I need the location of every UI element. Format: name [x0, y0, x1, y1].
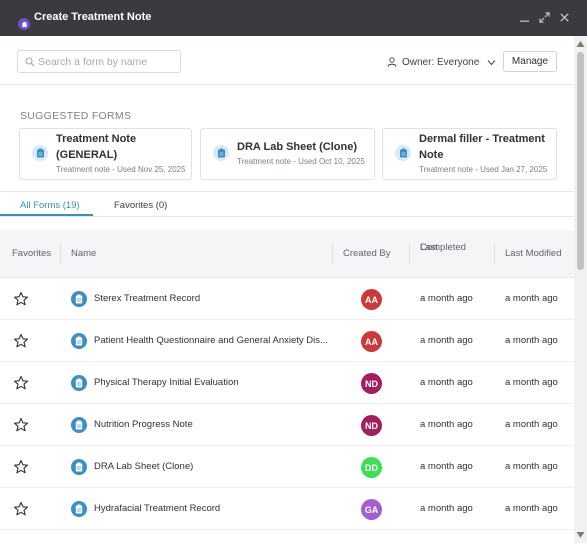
last-modified: a month ago [505, 503, 558, 514]
scroll-down-arrow-icon[interactable] [576, 531, 585, 539]
creator-avatar: AA [361, 331, 382, 352]
suggested-form-title: Dermal filler - Treatment [419, 133, 545, 145]
column-divider [409, 244, 410, 264]
favorite-star-icon[interactable] [13, 459, 29, 475]
search-icon [25, 57, 35, 67]
window-titlebar: Create Treatment Note [0, 0, 587, 36]
creator-avatar: GA [361, 499, 382, 520]
scrollbar-thumb[interactable] [577, 52, 584, 270]
column-divider [494, 244, 495, 264]
suggested-form-card[interactable]: Dermal filler - Treatment Note Treatment… [382, 128, 557, 180]
column-header-last-modified[interactable]: Last Modified [505, 248, 562, 259]
suggested-form-title-line2: (GENERAL) [56, 149, 118, 161]
table-row[interactable]: Nutrition Progress Note ND a month ago a… [0, 404, 574, 446]
creator-avatar: ND [361, 415, 382, 436]
suggested-form-title: DRA Lab Sheet (Clone) [237, 141, 357, 153]
column-header-name[interactable]: Name [71, 248, 97, 259]
window-title: Create Treatment Note [34, 11, 152, 23]
scroll-up-arrow-icon[interactable] [576, 40, 585, 48]
active-tab-indicator [0, 214, 93, 216]
maximize-icon[interactable] [537, 10, 551, 24]
last-completed: a month ago [420, 503, 473, 514]
suggested-form-subtitle: Treatment note - Used Nov 25, 2025 [56, 165, 186, 174]
form-doc-icon [32, 145, 48, 161]
suggested-form-title: Treatment Note [56, 133, 137, 145]
owner-filter-label: Owner: Everyone [402, 56, 480, 68]
form-name-link[interactable]: Nutrition Progress Note [94, 419, 193, 430]
form-doc-icon [395, 145, 411, 161]
form-name-link[interactable]: Patient Health Questionnaire and General… [94, 335, 328, 346]
dialog-content: Owner: Everyone Manage SUGGESTED FORMS T… [0, 36, 574, 543]
tab-all-forms[interactable]: All Forms (19) [20, 200, 80, 211]
owner-filter[interactable]: Owner: Everyone [387, 55, 496, 69]
form-doc-icon [71, 291, 87, 307]
search-box [17, 50, 181, 73]
table-row[interactable]: Physical Therapy Initial Evaluation ND a… [0, 362, 574, 404]
column-header-created-by[interactable]: Created By [343, 248, 391, 259]
form-name-link[interactable]: Hydrafacial Treatment Record [94, 503, 221, 514]
suggested-form-card[interactable]: Treatment Note (GENERAL) Treatment note … [19, 128, 192, 180]
last-completed: a month ago [420, 293, 473, 304]
manage-button[interactable]: Manage [503, 51, 557, 72]
form-doc-icon [71, 501, 87, 517]
form-doc-icon [213, 145, 229, 161]
suggested-form-subtitle: Treatment note - Used Jan 27, 2025 [419, 165, 548, 174]
table-row[interactable]: Patient Health Questionnaire and General… [0, 320, 574, 362]
table-row[interactable]: Hydrafacial Treatment Record GA a month … [0, 488, 574, 530]
last-completed: a month ago [420, 377, 473, 388]
column-header-last-completed-line2: Completed [420, 242, 466, 253]
tabs-divider [0, 216, 574, 217]
column-header-favorites[interactable]: Favorites [12, 248, 52, 259]
suggested-forms-heading: SUGGESTED FORMS [20, 110, 132, 122]
creator-avatar: ND [361, 373, 382, 394]
suggested-form-subtitle: Treatment note - Used Oct 10, 2025 [237, 157, 365, 166]
favorite-star-icon[interactable] [13, 333, 29, 349]
column-header-last-completed-line1: Last [420, 242, 438, 253]
creator-avatar: DD [361, 457, 382, 478]
table-header: Favorites Name Created By Last Completed… [0, 230, 574, 278]
form-doc-icon [71, 417, 87, 433]
app-icon [18, 18, 30, 30]
creator-avatar: AA [361, 289, 382, 310]
form-name-link[interactable]: Sterex Treatment Record [94, 293, 201, 304]
suggested-form-title-line2: Note [419, 149, 444, 161]
last-modified: a month ago [505, 293, 558, 304]
last-modified: a month ago [505, 461, 558, 472]
favorite-star-icon[interactable] [13, 375, 29, 391]
form-name-link[interactable]: DRA Lab Sheet (Clone) [94, 461, 194, 472]
column-divider [60, 244, 61, 264]
close-icon[interactable] [557, 10, 571, 24]
suggested-form-card[interactable]: DRA Lab Sheet (Clone) Treatment note - U… [200, 128, 375, 180]
last-modified: a month ago [505, 419, 558, 430]
favorite-star-icon[interactable] [13, 291, 29, 307]
suggested-forms-section: SUGGESTED FORMS Treatment Note (GENERAL)… [0, 84, 574, 192]
search-input[interactable] [38, 53, 178, 70]
table-row[interactable]: DRA Lab Sheet (Clone) DD a month ago a m… [0, 446, 574, 488]
column-divider [332, 244, 333, 264]
person-icon [387, 57, 397, 67]
chevron-down-icon [487, 59, 496, 65]
last-completed: a month ago [420, 419, 473, 430]
last-modified: a month ago [505, 335, 558, 346]
favorite-star-icon[interactable] [13, 417, 29, 433]
form-doc-icon [71, 333, 87, 349]
tab-favorites[interactable]: Favorites (0) [114, 200, 168, 211]
table-row[interactable]: Sterex Treatment Record AA a month ago a… [0, 278, 574, 320]
vertical-scrollbar[interactable] [574, 36, 587, 543]
minimize-icon[interactable] [517, 10, 531, 24]
last-completed: a month ago [420, 461, 473, 472]
form-name-link[interactable]: Physical Therapy Initial Evaluation [94, 377, 239, 388]
favorite-star-icon[interactable] [13, 501, 29, 517]
last-completed: a month ago [420, 335, 473, 346]
form-doc-icon [71, 459, 87, 475]
form-doc-icon [71, 375, 87, 391]
last-modified: a month ago [505, 377, 558, 388]
